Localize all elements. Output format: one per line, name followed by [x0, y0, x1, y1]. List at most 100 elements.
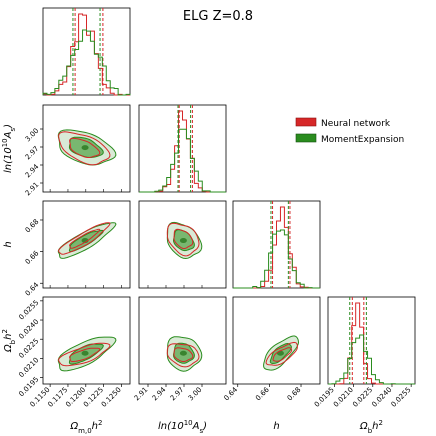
y-tick-label: 2.94 — [24, 162, 41, 179]
contour-neural-network-level-1 — [173, 347, 194, 362]
x-tick-label: 0.68 — [286, 386, 303, 403]
hist-panel-omh2 — [42, 7, 131, 96]
contour-panel-omh2-h — [42, 200, 131, 289]
x-tick-label: 2.94 — [151, 385, 168, 402]
contour-neural-network-level-0 — [265, 341, 298, 366]
panel-frame — [138, 200, 227, 289]
density-core — [81, 145, 89, 151]
y-tick-label: 0.64 — [24, 281, 41, 298]
x-axis-label-omh2: Ωm,0h2 — [70, 419, 103, 435]
legend-label-neural-network: Neural network — [321, 119, 391, 129]
density-core — [81, 350, 89, 356]
histogram-neural-network — [42, 13, 130, 96]
y-axis-label-part: h — [3, 334, 14, 340]
panel-frame — [42, 200, 131, 289]
contour-neural-network-level-0 — [58, 342, 111, 367]
y-axis-label-script: 10 — [1, 138, 9, 147]
x-axis-label-part: h — [372, 421, 378, 432]
x-axis-label-script: m,0 — [78, 427, 92, 435]
contour-panel-omh2-lnAs — [42, 104, 131, 193]
y-axis-label-obh2: Ωbh2 — [1, 329, 17, 353]
x-axis-label-obh2: Ωbh2 — [359, 419, 383, 435]
y-axis-label-script: s — [9, 128, 17, 132]
x-axis-label-script: 2 — [378, 419, 382, 427]
contour-neural-network-level-0 — [58, 222, 111, 255]
y-tick-label: 0.0225 — [17, 337, 40, 360]
y-axis-label-h: h — [3, 241, 14, 247]
histogram-moment-expansion — [42, 29, 131, 96]
figure-title: ELG Z=0.8 — [183, 9, 253, 24]
x-axis-label-part: ) — [202, 421, 207, 432]
x-axis-label-part: ln(10 — [158, 421, 184, 432]
contour-panel-h-obh2 — [232, 296, 321, 385]
density-core — [179, 350, 187, 356]
y-axis-label-part: Ω — [3, 344, 14, 353]
x-axis-label-script: b — [368, 427, 373, 435]
density-core — [179, 238, 187, 244]
y-axis-label-script: b — [9, 339, 17, 344]
y-axis-label-lnAs: ln(1010As) — [1, 124, 17, 173]
x-tick-label: 0.0210 — [332, 386, 355, 409]
histogram-moment-expansion — [233, 229, 320, 289]
panel-frame — [232, 200, 321, 289]
y-tick-label: 0.68 — [24, 218, 41, 235]
legend-swatch-neural-network — [295, 117, 317, 127]
contour-neural-network-level-0 — [166, 222, 200, 257]
y-tick-label: 0.0255 — [17, 299, 40, 322]
panel-frame — [138, 104, 227, 193]
y-tick-label: 0.0240 — [17, 318, 40, 341]
x-axis-label-script: 2 — [98, 419, 102, 427]
histogram-moment-expansion — [328, 334, 415, 385]
contour-panel-lnAs-obh2 — [138, 296, 227, 385]
y-axis-label-script: 2 — [1, 329, 9, 333]
y-tick-label: 3.00 — [24, 127, 41, 144]
contour-neural-network-level-1 — [272, 347, 293, 362]
histogram-neural-network — [139, 110, 226, 193]
hist-panel-h — [232, 200, 321, 289]
histogram-moment-expansion — [139, 128, 226, 193]
hist-panel-obh2 — [327, 296, 416, 385]
x-tick-label: 0.66 — [254, 385, 271, 402]
x-axis-label-part: h — [92, 421, 98, 432]
corner-panels: 0.11500.11750.12000.12250.1250Ωm,0h22.91… — [1, 7, 416, 435]
legend-swatch-moment-expansion — [295, 133, 317, 143]
x-axis-label-part: Ω — [70, 421, 79, 432]
histogram-neural-network — [233, 206, 320, 289]
x-tick-label: 0.64 — [222, 385, 239, 402]
x-tick-label: 2.91 — [133, 386, 150, 403]
panel-frame — [138, 296, 227, 385]
y-tick-label: 0.66 — [24, 249, 41, 266]
x-tick-label: 0.0225 — [351, 386, 374, 409]
y-tick-label: 0.0210 — [17, 356, 40, 379]
y-axis-label-part: ln(10 — [3, 147, 14, 173]
panel-frame — [42, 296, 131, 385]
y-axis-label-part: h — [3, 241, 14, 247]
y-axis-label-part: ) — [3, 124, 14, 129]
x-tick-label: 0.0240 — [370, 386, 393, 409]
x-tick-label: 0.0255 — [390, 386, 413, 409]
hist-panel-lnAs — [138, 104, 227, 193]
x-tick-label: 2.97 — [169, 386, 186, 403]
panel-frame — [232, 296, 321, 385]
contour-neural-network-level-1 — [173, 228, 194, 250]
x-axis-label-h: h — [273, 421, 279, 432]
contour-neural-network-level-1 — [69, 137, 101, 158]
legend-label-moment-expansion: MomentExpansion — [321, 135, 404, 145]
x-axis-label-lnAs: ln(1010As) — [158, 419, 207, 435]
contour-neural-network-level-0 — [58, 131, 111, 166]
panel-frame — [42, 7, 131, 96]
panel-frame — [327, 296, 416, 385]
panel-frame — [42, 104, 131, 193]
contour-panel-omh2-obh2 — [42, 296, 131, 385]
y-tick-label: 2.97 — [24, 145, 41, 162]
y-axis-label-part: A — [3, 131, 14, 139]
x-tick-label: 3.00 — [187, 386, 204, 403]
contour-neural-network-level-1 — [69, 228, 101, 249]
x-axis-label-script: s — [199, 427, 203, 435]
contour-neural-network-level-0 — [166, 343, 200, 368]
x-axis-label-part: A — [192, 421, 200, 432]
x-axis-label-part: h — [273, 421, 279, 432]
y-tick-label: 2.91 — [24, 181, 41, 198]
contour-neural-network-level-1 — [69, 347, 101, 363]
